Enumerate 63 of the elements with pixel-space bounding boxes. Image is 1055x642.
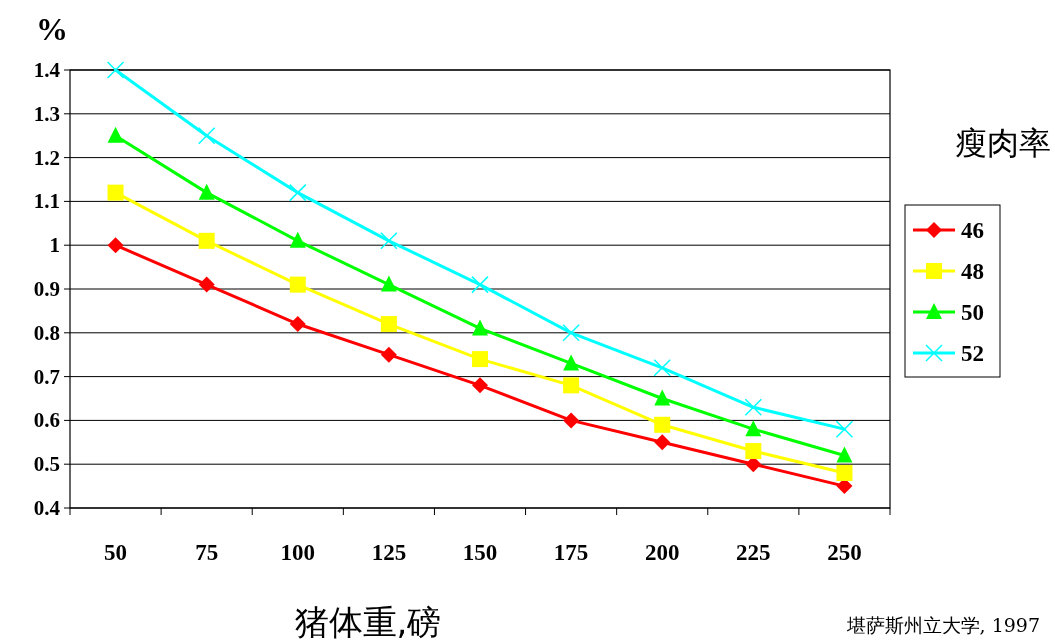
y-tick-label: 1.3 xyxy=(33,101,60,126)
point xyxy=(289,276,306,293)
y-axis-title: % xyxy=(36,11,68,47)
point xyxy=(380,346,397,363)
point xyxy=(563,354,580,371)
point xyxy=(380,316,397,333)
legend-label: 50 xyxy=(961,300,984,325)
legend-label: 48 xyxy=(961,259,984,284)
legend-title: 瘦肉率 xyxy=(955,124,1051,162)
point xyxy=(289,231,306,248)
point xyxy=(289,183,307,202)
point xyxy=(836,464,853,481)
point xyxy=(471,275,489,294)
point xyxy=(744,398,763,417)
x-axis-title: 猪体重,磅 xyxy=(294,602,442,642)
y-tick-label: 0.5 xyxy=(33,452,60,477)
x-tick-label: 175 xyxy=(553,540,589,565)
y-tick-label: 0.8 xyxy=(33,320,60,345)
x-tick-label: 125 xyxy=(371,540,407,565)
x-tick-label: 200 xyxy=(644,540,680,565)
y-tick-label: 0.4 xyxy=(33,496,61,520)
y-tick-label: 0.7 xyxy=(33,364,60,389)
y-tick-label: 0.9 xyxy=(33,277,60,301)
point xyxy=(563,377,580,394)
point xyxy=(562,324,580,342)
legend-label: 52 xyxy=(961,341,984,366)
point xyxy=(106,61,125,79)
point xyxy=(654,389,671,406)
y-tick-label: 1.4 xyxy=(33,58,61,82)
point xyxy=(472,319,488,336)
point xyxy=(472,377,488,394)
point xyxy=(745,443,762,460)
point xyxy=(654,416,671,433)
point xyxy=(198,232,215,249)
point xyxy=(198,183,215,200)
point xyxy=(653,359,671,377)
point xyxy=(835,420,854,438)
point xyxy=(380,232,398,250)
y-tick-label: 1.1 xyxy=(33,189,60,214)
x-tick-label: 50 xyxy=(104,540,128,565)
point xyxy=(654,434,671,451)
point xyxy=(836,446,853,463)
point xyxy=(745,420,762,437)
text: 堪萨斯州立大学, 1997 xyxy=(845,614,1040,636)
point xyxy=(289,316,306,333)
point xyxy=(198,276,215,293)
legend-label: 46 xyxy=(961,218,984,243)
point xyxy=(380,275,397,292)
point xyxy=(197,126,216,145)
y-tick-label: 1.2 xyxy=(33,145,60,170)
x-tick-label: 225 xyxy=(736,540,771,565)
point xyxy=(107,184,124,201)
point xyxy=(107,126,124,143)
point xyxy=(836,478,853,495)
x-tick-label: 100 xyxy=(280,540,316,565)
point xyxy=(563,412,580,429)
point xyxy=(107,237,124,254)
y-tick-label: 0.6 xyxy=(33,408,60,433)
x-tick-label: 75 xyxy=(195,540,219,565)
point xyxy=(472,351,488,368)
y-tick-label: 1 xyxy=(49,233,60,258)
x-tick-label: 250 xyxy=(827,540,862,565)
x-tick-label: 150 xyxy=(462,540,498,565)
